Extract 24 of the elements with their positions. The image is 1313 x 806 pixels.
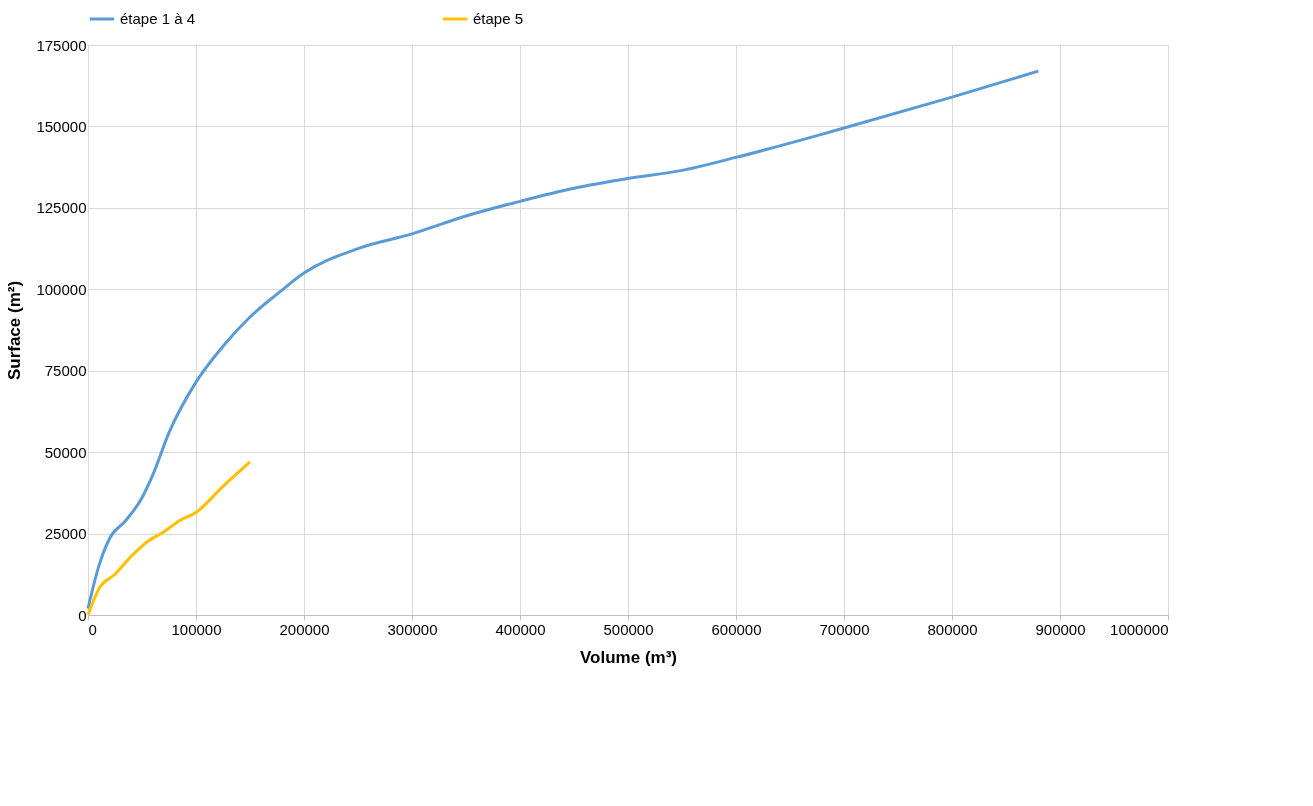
line-series xyxy=(86,460,252,617)
y-tick-label: 75000 xyxy=(44,362,87,380)
x-tick-label: 600000 xyxy=(711,620,762,638)
y-tick-label: 25000 xyxy=(44,525,87,543)
line-series xyxy=(86,69,1040,610)
y-tick-label: 100000 xyxy=(36,280,87,298)
y-tick-label: 125000 xyxy=(36,199,87,217)
x-tick-label: 500000 xyxy=(603,620,654,638)
x-tick-label: 200000 xyxy=(279,620,330,638)
legend-label: étape 1 à 4 xyxy=(120,10,196,27)
y-tick-label: 175000 xyxy=(36,36,87,54)
x-axis-title: Volume (m³) xyxy=(580,647,677,667)
x-tick-label: 300000 xyxy=(387,620,438,638)
x-tick-label: 400000 xyxy=(495,620,546,638)
x-tick-label: 800000 xyxy=(927,620,978,638)
y-axis-title: Surface (m²) xyxy=(5,280,25,381)
y-tick-label: 150000 xyxy=(36,117,87,135)
x-tick-label: 1000000 xyxy=(1110,620,1169,638)
x-tick-label: 900000 xyxy=(1035,620,1086,638)
y-tick-label: 50000 xyxy=(44,443,87,461)
y-tick-label: 0 xyxy=(78,606,87,624)
x-tick-label: 100000 xyxy=(171,620,222,638)
legend-label: étape 5 xyxy=(473,10,524,27)
x-tick-label: 700000 xyxy=(819,620,870,638)
